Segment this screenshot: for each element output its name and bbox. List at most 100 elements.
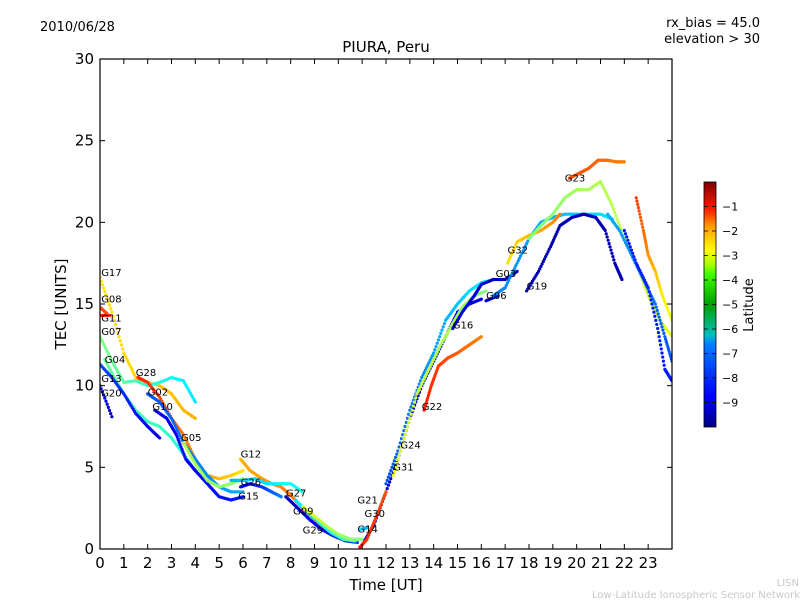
data-point (365, 526, 369, 530)
data-point (401, 433, 405, 437)
data-point (615, 217, 619, 221)
data-point (520, 251, 524, 255)
data-point (424, 401, 428, 405)
data-point (423, 403, 428, 407)
series-G18 (606, 212, 672, 363)
data-point (632, 255, 636, 259)
satellite-label: G32 (508, 245, 528, 256)
data-point (644, 287, 648, 291)
data-point (621, 236, 625, 240)
data-point (516, 259, 520, 263)
y-tick-label: 25 (75, 132, 94, 150)
data-point (604, 232, 608, 236)
data-point (385, 478, 389, 482)
series-G25 (634, 196, 672, 322)
data-point (510, 271, 514, 275)
data-point (660, 291, 664, 295)
y-tick-label: 20 (75, 213, 94, 231)
data-point (640, 222, 644, 226)
y-tick-label: 15 (75, 295, 94, 313)
series-G14 (358, 526, 369, 532)
satellite-label: G22 (422, 402, 442, 413)
y-tick-label: 10 (75, 377, 94, 395)
data-point (118, 339, 122, 343)
data-point (105, 402, 109, 406)
data-point (508, 276, 512, 280)
data-point (174, 433, 178, 437)
data-point (428, 365, 432, 369)
series-G22 (422, 335, 483, 412)
data-point (638, 212, 642, 216)
colorbar-tick-label: −2 (722, 225, 738, 238)
satellite-label: G30 (365, 509, 385, 520)
data-point (109, 307, 113, 311)
data-point (558, 212, 562, 216)
data-point (538, 267, 542, 271)
data-point (408, 416, 412, 420)
data-point (620, 233, 624, 237)
data-point (661, 355, 665, 359)
data-point (172, 421, 176, 425)
data-point (124, 356, 128, 360)
data-point (417, 382, 421, 386)
data-point (107, 303, 112, 307)
data-point (659, 347, 663, 351)
data-point (432, 351, 436, 355)
data-point (183, 435, 187, 439)
data-point (131, 371, 135, 375)
data-point (100, 387, 103, 391)
data-point (176, 437, 180, 442)
satellite-label: G21 (357, 495, 377, 506)
data-point (399, 445, 404, 449)
data-point (666, 308, 670, 313)
data-point (602, 187, 606, 191)
data-point (410, 408, 414, 412)
data-point (157, 436, 162, 440)
data-point (541, 259, 545, 264)
data-point (421, 373, 425, 377)
colorbar-tick-label: −9 (722, 397, 738, 410)
data-point (627, 248, 631, 252)
series-G29 (300, 504, 364, 541)
data-point (100, 279, 103, 283)
x-axis: 0 1 2 3 4 5 6 7 8 9 10 11 12 13 14 15 16 17 18 19 20 21 22 23 (95, 59, 658, 572)
data-point (654, 318, 658, 322)
data-point (654, 272, 658, 276)
satellite-label: G19 (527, 281, 547, 292)
data-point (418, 384, 423, 389)
data-point (396, 449, 400, 453)
data-point (653, 314, 657, 318)
data-point (103, 396, 107, 400)
data-point (425, 398, 429, 402)
data-point (612, 207, 616, 211)
data-point (177, 431, 181, 435)
x-tick-label: 17 (496, 554, 515, 572)
data-point (408, 408, 412, 412)
series-G31 (384, 277, 507, 486)
data-point (521, 249, 525, 253)
data-point (392, 459, 396, 463)
y-tick-label: 5 (84, 458, 94, 476)
data-point (393, 455, 398, 460)
data-point (116, 330, 120, 335)
data-point (665, 342, 669, 346)
data-point (648, 294, 652, 298)
data-point (654, 305, 658, 309)
data-point (417, 387, 421, 391)
data-point (634, 261, 638, 265)
data-point (503, 286, 507, 290)
data-point (636, 202, 640, 206)
data-point (513, 266, 517, 270)
data-point (638, 268, 642, 273)
data-point (175, 428, 180, 433)
data-point (410, 402, 414, 406)
data-point (601, 184, 605, 188)
data-point (604, 192, 609, 196)
colorbar-tick-label: −6 (722, 323, 738, 336)
data-point (505, 281, 510, 285)
colorbar-tick-label: −5 (722, 299, 738, 312)
satellite-label: G08 (101, 294, 121, 305)
data-point (479, 297, 483, 301)
y-axis: 0 5 10 15 20 25 30 (75, 50, 672, 558)
data-point (637, 209, 641, 213)
